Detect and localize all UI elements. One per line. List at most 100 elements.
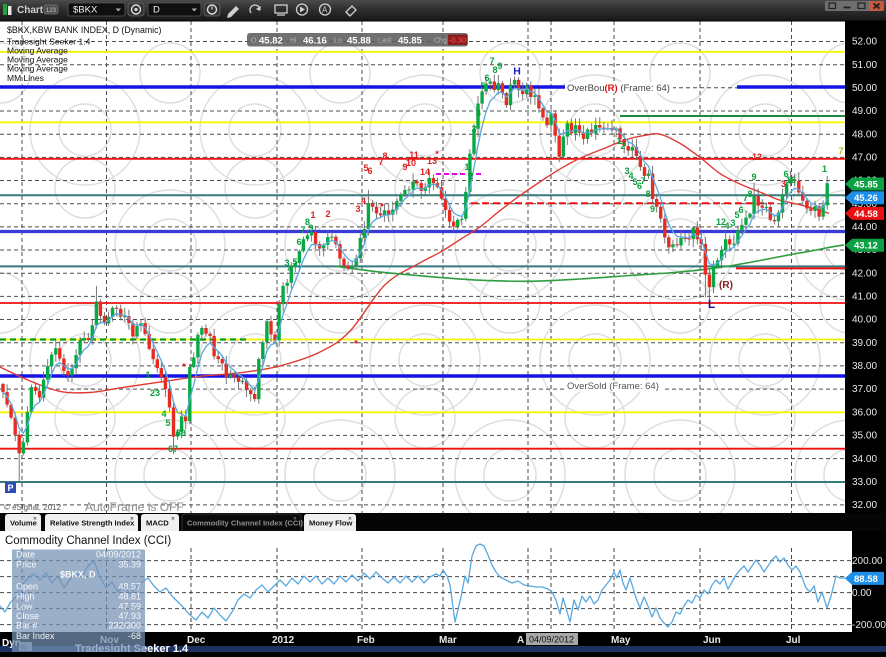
svg-text:-68: -68 [128,631,141,641]
svg-text:45.00: 45.00 [852,199,877,210]
svg-text:9: 9 [497,61,502,71]
svg-text:11: 11 [409,150,419,160]
svg-text:5: 5 [363,163,368,173]
svg-text:Mar: Mar [439,635,457,646]
svg-text:5: 5 [480,81,485,91]
svg-text:1: 1 [464,162,469,172]
svg-text:2012: 2012 [272,635,295,646]
svg-text:6: 6 [783,169,788,179]
svg-text:3: 3 [624,166,629,176]
svg-text:High: High [16,592,35,602]
svg-text:232/300: 232/300 [108,621,141,631]
svg-text:3: 3 [730,218,735,228]
svg-text:35.39: 35.39 [118,560,141,570]
svg-text:45.88: 45.88 [347,36,371,47]
svg-text:67: 67 [168,444,178,454]
svg-text:Chg: Chg [434,38,447,45]
svg-text:$BKX,KBW BANK INDEX, D (Dynami: $BKX,KBW BANK INDEX, D (Dynamic) [7,25,162,35]
svg-text:8: 8 [382,151,387,161]
svg-text:04/09/2012: 04/09/2012 [529,635,574,645]
svg-text:1: 1 [145,370,150,380]
svg-text:7: 7 [489,56,494,66]
svg-text:45.85: 45.85 [854,179,878,190]
svg-text:9: 9 [650,204,655,214]
svg-text:$BKX: $BKX [73,5,98,16]
svg-text:3: 3 [355,204,360,214]
svg-text:16: 16 [786,175,796,185]
svg-text:7: 7 [378,157,383,167]
svg-text:48.00: 48.00 [852,129,877,140]
svg-text:4: 4 [361,196,366,206]
svg-text:7: 7 [838,146,843,156]
svg-text:4: 4 [476,108,481,118]
svg-text:42.00: 42.00 [852,268,877,279]
svg-text:Price: Price [16,560,37,570]
svg-text:Lo: Lo [334,38,342,45]
svg-text:36.00: 36.00 [852,407,877,418]
svg-text:Relative Strength Index: Relative Strength Index [50,519,135,528]
svg-text:Dyn: Dyn [2,638,21,649]
svg-text:Feb: Feb [357,635,375,646]
svg-text:OverSold (Frame: 64): OverSold (Frame: 64) [567,381,659,392]
svg-text:40.00: 40.00 [852,315,877,326]
svg-text:45.26: 45.26 [854,193,878,204]
svg-text:May: May [611,635,631,646]
svg-text:7: 7 [743,193,748,203]
svg-text:9: 9 [308,223,313,233]
svg-text:39.00: 39.00 [852,338,877,349]
svg-text:9: 9 [751,172,756,182]
svg-text:48.81: 48.81 [118,592,141,602]
svg-text:4: 4 [628,171,633,181]
svg-text:Tradesight Seeker 1.4: Tradesight Seeker 1.4 [7,37,91,47]
svg-text:*: * [435,149,439,159]
svg-text:OverBou(R) (Frame: 64): OverBou(R) (Frame: 64) [567,83,670,94]
svg-text:Commodity Channel Index (CCI): Commodity Channel Index (CCI) [5,535,171,547]
svg-text:200.00: 200.00 [852,556,883,567]
svg-text:45.82: 45.82 [259,36,283,47]
svg-text:H: H [513,66,521,78]
svg-text:5: 5 [734,210,739,220]
svg-text:44.00: 44.00 [852,222,877,233]
svg-text:12: 12 [716,217,726,227]
svg-text:MACD: MACD [146,519,169,528]
svg-text:44.58: 44.58 [854,209,878,220]
svg-text:Close: Close [16,611,39,621]
svg-text:O: O [251,38,257,45]
svg-text:88.58: 88.58 [854,574,878,585]
svg-text:48.57: 48.57 [118,582,141,592]
svg-text:38.00: 38.00 [852,361,877,372]
svg-text:A: A [517,635,524,646]
svg-text:8: 8 [747,189,752,199]
svg-text:3: 3 [284,258,289,268]
svg-text:46.16: 46.16 [303,36,327,47]
svg-text:8: 8 [305,217,310,227]
svg-text:123: 123 [46,8,57,14]
svg-text:$BKX, D: $BKX, D [60,570,96,580]
svg-text:1: 1 [310,210,315,220]
svg-text:Volume: Volume [10,519,37,528]
svg-text:1: 1 [616,136,621,146]
svg-text:3: 3 [471,124,476,134]
svg-text:1: 1 [822,164,827,174]
svg-text:4: 4 [161,409,166,419]
svg-text:6: 6 [484,73,489,83]
svg-text:Jul: Jul [786,635,801,646]
svg-text:89: 89 [176,428,186,438]
svg-text:33.00: 33.00 [852,477,877,488]
svg-text:2: 2 [325,209,330,219]
svg-text:Moving Average: Moving Average [7,64,68,74]
svg-text:10: 10 [406,158,416,168]
svg-text:© eSignal, 2012: © eSignal, 2012 [4,503,62,512]
svg-text:AutoFrame is OFF: AutoFrame is OFF [85,500,184,514]
svg-text:Dec: Dec [187,635,206,646]
svg-text:5: 5 [165,418,170,428]
svg-text:34.00: 34.00 [852,454,877,465]
svg-text:6: 6 [367,166,372,176]
svg-text:Commodity Channel Index (CCI): Commodity Channel Index (CCI) [187,519,303,528]
svg-text:35.00: 35.00 [852,431,877,442]
svg-text:×: × [130,516,134,523]
svg-text:4: 4 [724,221,729,231]
svg-text:Moving Average: Moving Average [7,46,68,56]
svg-text:51.00: 51.00 [852,60,877,71]
svg-text:Jun: Jun [703,635,721,646]
